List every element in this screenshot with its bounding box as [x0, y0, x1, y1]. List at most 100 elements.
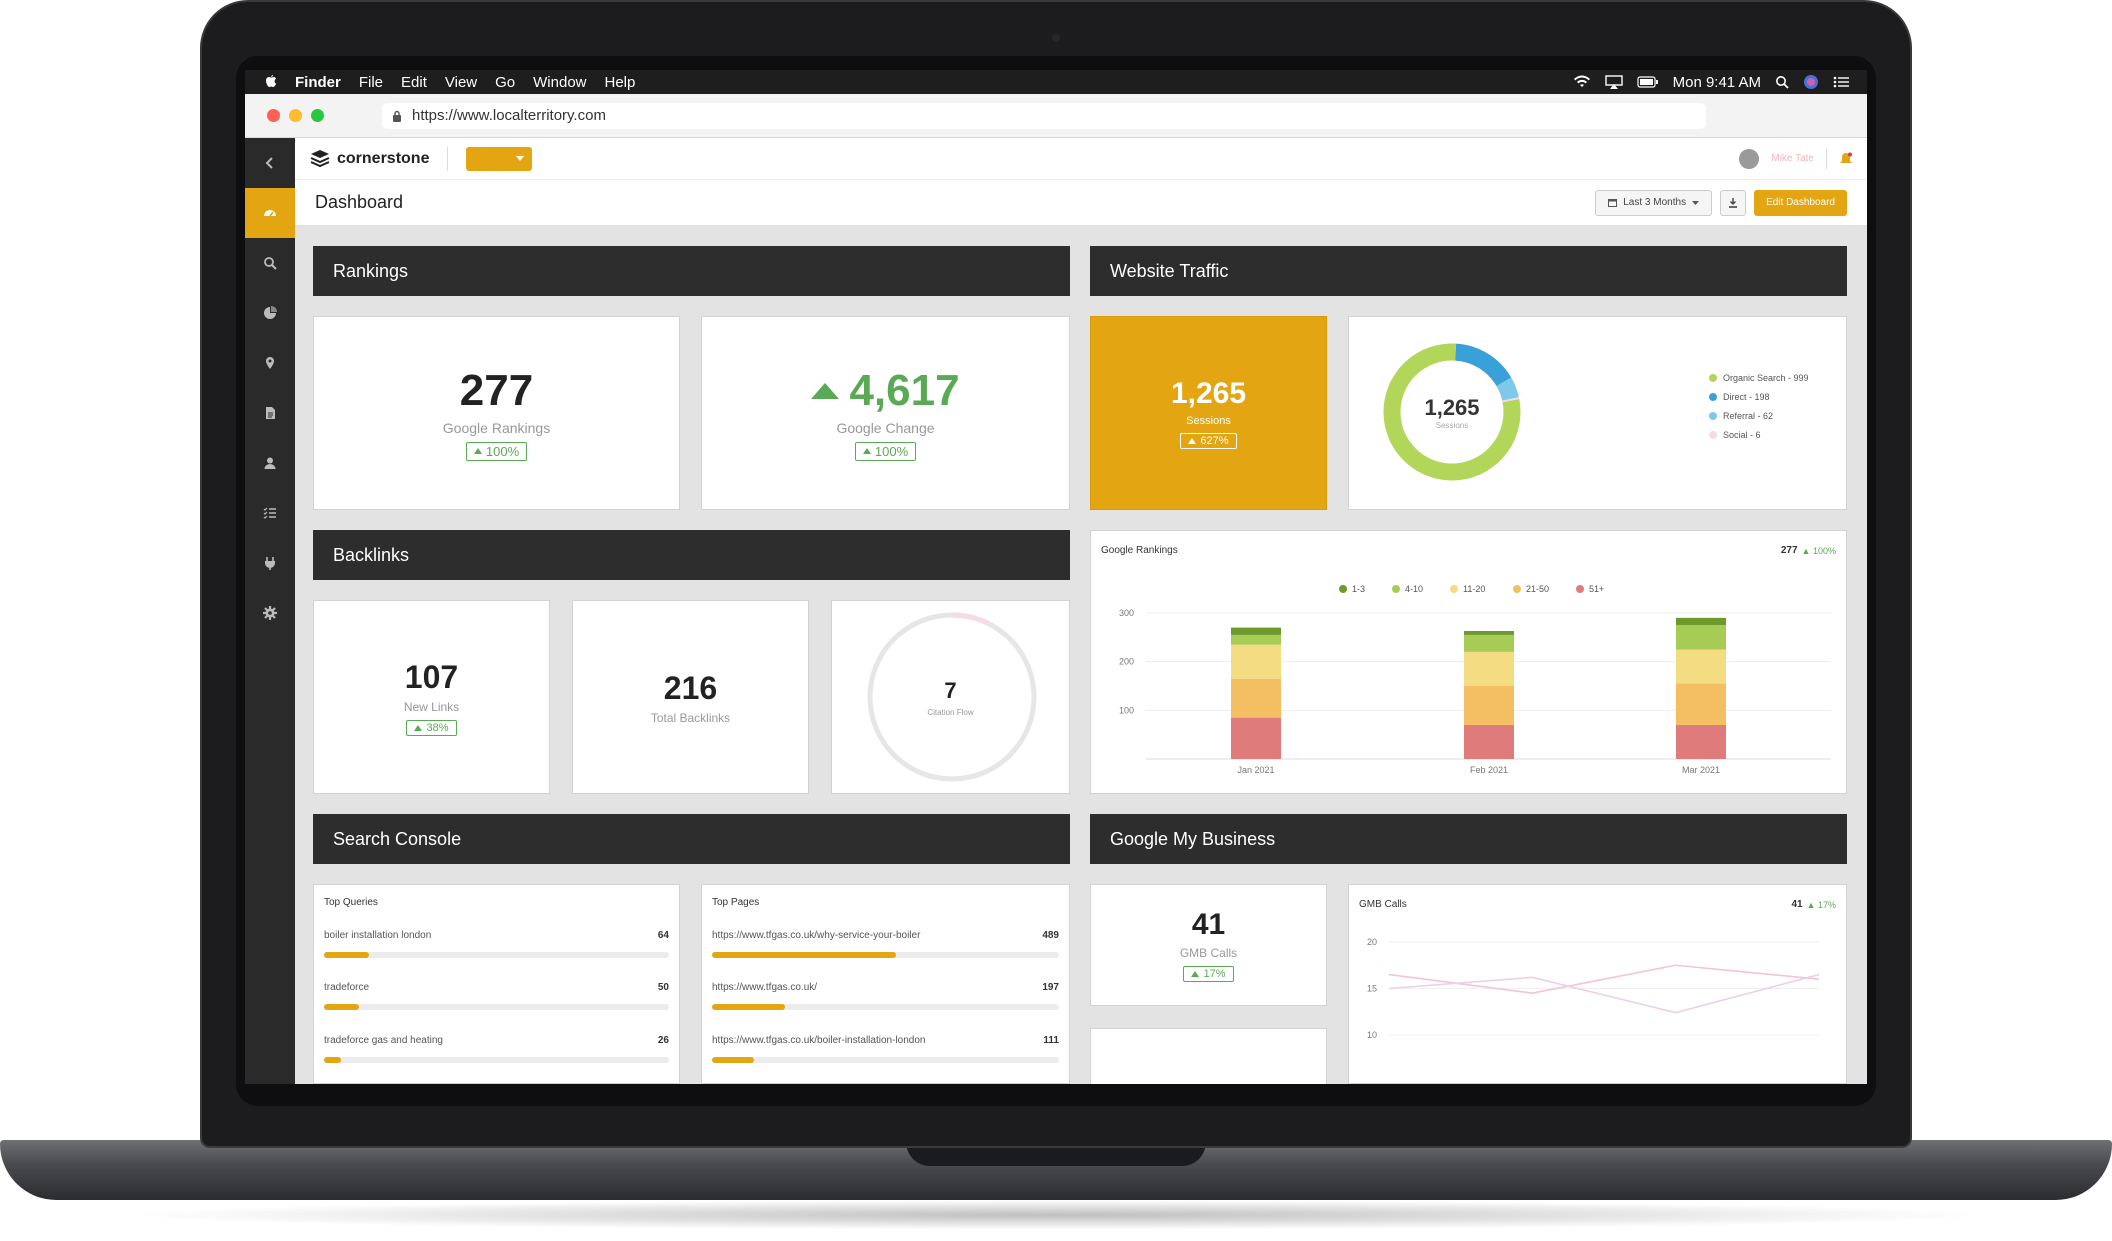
- page-bar-fill: [712, 1057, 754, 1063]
- notification-center-icon[interactable]: [1833, 75, 1849, 89]
- download-button[interactable]: [1720, 189, 1747, 216]
- battery-icon[interactable]: [1637, 75, 1659, 89]
- menu-file[interactable]: File: [358, 73, 384, 91]
- google-change-value: 4,617: [849, 365, 960, 415]
- menu-help[interactable]: Help: [604, 73, 636, 91]
- bar-segment[interactable]: [1231, 717, 1281, 759]
- bar-segment[interactable]: [1676, 724, 1726, 759]
- page-bar: [712, 1004, 1059, 1010]
- bar-segment[interactable]: [1464, 631, 1514, 635]
- donut-slice[interactable]: [1383, 343, 1521, 481]
- list-item[interactable]: boiler installation london 64: [324, 930, 669, 958]
- new-links-value: 107: [404, 658, 459, 695]
- menu-go[interactable]: Go: [495, 73, 516, 91]
- apple-icon[interactable]: [263, 74, 279, 90]
- sidebar-item-locations[interactable]: [245, 338, 295, 388]
- donut-slice[interactable]: [1454, 343, 1512, 387]
- sidebar-item-dashboard[interactable]: [245, 188, 295, 238]
- bar-segment[interactable]: [1464, 651, 1514, 686]
- sidebar-item-reports[interactable]: [245, 288, 295, 338]
- date-range-button[interactable]: Last 3 Months: [1595, 189, 1713, 216]
- gmb-calls-chart-card[interactable]: GMB Calls 41 ▲ 17% 10 15 20: [1348, 884, 1847, 1084]
- gmb-secondary-card[interactable]: [1090, 1028, 1327, 1084]
- legend-item: Referral - 62: [1709, 411, 1809, 421]
- minimize-window-button[interactable]: [289, 109, 302, 122]
- wifi-icon[interactable]: [1573, 75, 1591, 89]
- menu-finder[interactable]: Finder: [295, 73, 341, 91]
- page-bar: [712, 1057, 1059, 1063]
- sessions-card[interactable]: 1,265 Sessions 627%: [1090, 316, 1327, 510]
- backlinks-section-header: Backlinks: [313, 530, 1070, 580]
- app: cornerstone Mike Tate Dashboard: [245, 138, 1867, 1084]
- sidebar-item-integrations[interactable]: [245, 538, 295, 588]
- bell-icon[interactable]: [1839, 152, 1853, 166]
- page-bar-fill: [712, 1004, 785, 1010]
- sidebar-item-settings[interactable]: [245, 588, 295, 638]
- client-select[interactable]: [466, 146, 533, 171]
- address-bar[interactable]: https://www.localterritory.com: [382, 102, 1706, 129]
- clock[interactable]: Mon 9:41 AM: [1672, 73, 1761, 91]
- logo[interactable]: cornerstone: [309, 149, 429, 169]
- google-change-value-row: 4,617: [811, 365, 960, 416]
- menu-edit[interactable]: Edit: [401, 73, 427, 91]
- donut-center: 1,265 Sessions: [1379, 339, 1525, 485]
- collapse-sidebar-button[interactable]: [245, 138, 295, 188]
- user-menu[interactable]: Mike Tate: [1771, 153, 1814, 164]
- citation-flow-card[interactable]: 7 Citation Flow: [831, 600, 1070, 794]
- new-links-card[interactable]: 107 New Links 38%: [313, 600, 550, 794]
- series-line[interactable]: [1388, 964, 1820, 994]
- list-item[interactable]: https://www.tfgas.co.uk/ 197: [712, 982, 1059, 1010]
- traffic-sources-card[interactable]: 1,265 Sessions Organic Search - 999 Dire…: [1348, 316, 1847, 510]
- bar-segment[interactable]: [1676, 683, 1726, 725]
- bar-segment[interactable]: [1464, 634, 1514, 652]
- list-item[interactable]: https://www.tfgas.co.uk/why-service-your…: [712, 930, 1059, 958]
- edit-dashboard-button[interactable]: Edit Dashboard: [1754, 189, 1847, 216]
- sidebar-item-users[interactable]: [245, 438, 295, 488]
- top-pages-card[interactable]: Top Pages https://www.tfgas.co.uk/why-se…: [701, 884, 1070, 1084]
- sidebar-item-tasks[interactable]: [245, 488, 295, 538]
- page-url: https://www.tfgas.co.uk/why-service-your…: [712, 930, 921, 941]
- menu-window[interactable]: Window: [533, 73, 587, 91]
- bar-segment[interactable]: [1464, 724, 1514, 759]
- main-area: cornerstone Mike Tate Dashboard: [295, 138, 1867, 1084]
- zoom-window-button[interactable]: [311, 109, 324, 122]
- menu-view[interactable]: View: [444, 73, 478, 91]
- legend-label: 4-10: [1405, 584, 1423, 594]
- total-backlinks-card[interactable]: 216 Total Backlinks: [572, 600, 809, 794]
- legend-dot: [1709, 431, 1717, 439]
- window-controls: [267, 109, 324, 122]
- gmb-calls-card[interactable]: 41 GMB Calls 17%: [1090, 884, 1327, 1006]
- avatar[interactable]: [1739, 148, 1760, 169]
- google-rankings-chart-card[interactable]: Google Rankings 277 ▲ 100% 1-3 4-10 11-20 2…: [1090, 530, 1847, 794]
- sidebar-item-search[interactable]: [245, 238, 295, 288]
- list-item[interactable]: tradeforce gas and heating 26: [324, 1035, 669, 1063]
- list-item[interactable]: https://www.tfgas.co.uk/boiler-installat…: [712, 1035, 1059, 1063]
- bar-segment[interactable]: [1676, 617, 1726, 626]
- calendar-icon: [1608, 199, 1618, 207]
- airplay-icon[interactable]: [1604, 75, 1623, 89]
- list-item[interactable]: tradeforce 50: [324, 982, 669, 1010]
- divider: [447, 146, 449, 171]
- google-rankings-card[interactable]: 277 Google Rankings 100%: [313, 316, 680, 510]
- series-line[interactable]: [1388, 973, 1820, 1014]
- siri-icon[interactable]: [1803, 74, 1819, 90]
- bar-segment[interactable]: [1676, 625, 1726, 650]
- bar-segment[interactable]: [1464, 686, 1514, 725]
- camera: [1052, 34, 1060, 42]
- legend-label: 11-20: [1463, 584, 1485, 594]
- logo-text: cornerstone: [337, 149, 430, 167]
- bar-segment[interactable]: [1231, 644, 1281, 679]
- donut-slice[interactable]: [1496, 377, 1519, 402]
- close-window-button[interactable]: [267, 109, 280, 122]
- query-bar-fill: [324, 1057, 342, 1063]
- chart-total-value: 277: [1780, 545, 1798, 556]
- bar-segment[interactable]: [1231, 678, 1281, 718]
- spotlight-icon[interactable]: [1775, 75, 1789, 89]
- top-queries-card[interactable]: Top Queries boiler installation london 6…: [313, 884, 680, 1084]
- bar-segment[interactable]: [1231, 634, 1281, 645]
- sidebar-item-documents[interactable]: [245, 388, 295, 438]
- bar-segment[interactable]: [1231, 627, 1281, 635]
- google-change-card[interactable]: 4,617 Google Change 100%: [701, 316, 1070, 510]
- google-change-label: Google Change: [836, 419, 935, 436]
- bar-segment[interactable]: [1676, 649, 1726, 684]
